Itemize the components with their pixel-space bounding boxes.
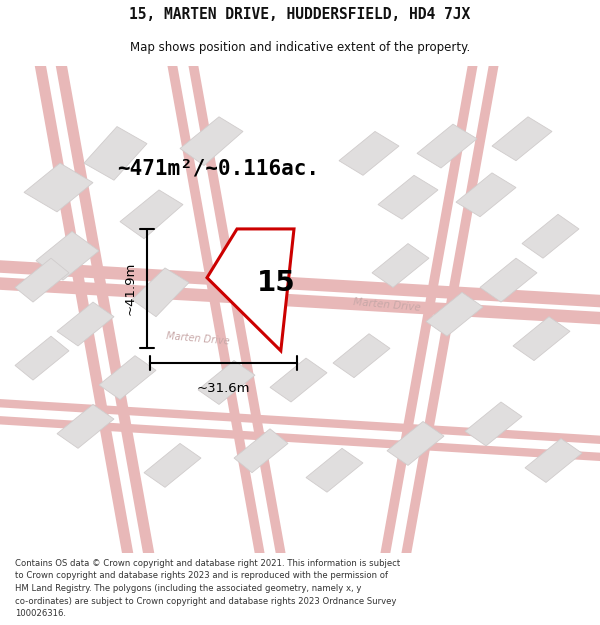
Polygon shape (270, 358, 327, 402)
Polygon shape (522, 214, 579, 258)
Polygon shape (99, 356, 156, 399)
Polygon shape (426, 292, 483, 336)
Polygon shape (36, 231, 99, 280)
Text: ~31.6m: ~31.6m (197, 381, 250, 394)
Polygon shape (180, 117, 243, 166)
Text: Marten Drive: Marten Drive (166, 331, 230, 346)
Polygon shape (372, 244, 429, 288)
Text: co-ordinates) are subject to Crown copyright and database rights 2023 Ordnance S: co-ordinates) are subject to Crown copyr… (15, 597, 397, 606)
Polygon shape (57, 404, 114, 448)
Text: ~41.9m: ~41.9m (123, 262, 136, 316)
Polygon shape (339, 131, 399, 175)
Polygon shape (525, 439, 582, 483)
Polygon shape (207, 229, 294, 351)
Text: Contains OS data © Crown copyright and database right 2021. This information is : Contains OS data © Crown copyright and d… (15, 559, 400, 568)
Polygon shape (456, 173, 516, 217)
Text: to Crown copyright and database rights 2023 and is reproduced with the permissio: to Crown copyright and database rights 2… (15, 571, 388, 581)
Polygon shape (84, 126, 147, 180)
Polygon shape (387, 421, 444, 466)
Polygon shape (465, 402, 522, 446)
Text: 15, MARTEN DRIVE, HUDDERSFIELD, HD4 7JX: 15, MARTEN DRIVE, HUDDERSFIELD, HD4 7JX (130, 7, 470, 22)
Text: ~471m²/~0.116ac.: ~471m²/~0.116ac. (117, 158, 319, 178)
Polygon shape (417, 124, 477, 168)
Polygon shape (144, 444, 201, 488)
Text: Map shows position and indicative extent of the property.: Map shows position and indicative extent… (130, 41, 470, 54)
Polygon shape (24, 163, 93, 212)
Polygon shape (492, 117, 552, 161)
Text: 100026316.: 100026316. (15, 609, 66, 618)
Text: HM Land Registry. The polygons (including the associated geometry, namely x, y: HM Land Registry. The polygons (includin… (15, 584, 361, 593)
Polygon shape (57, 302, 114, 346)
Polygon shape (15, 336, 69, 380)
Polygon shape (132, 268, 189, 317)
Polygon shape (333, 334, 390, 378)
Polygon shape (15, 258, 69, 302)
Polygon shape (120, 190, 183, 239)
Polygon shape (198, 361, 255, 404)
Polygon shape (234, 429, 288, 472)
Polygon shape (513, 317, 570, 361)
Text: Marten Drive: Marten Drive (353, 297, 421, 312)
Polygon shape (378, 175, 438, 219)
Text: 15: 15 (257, 269, 295, 296)
Polygon shape (480, 258, 537, 302)
Polygon shape (306, 448, 363, 493)
